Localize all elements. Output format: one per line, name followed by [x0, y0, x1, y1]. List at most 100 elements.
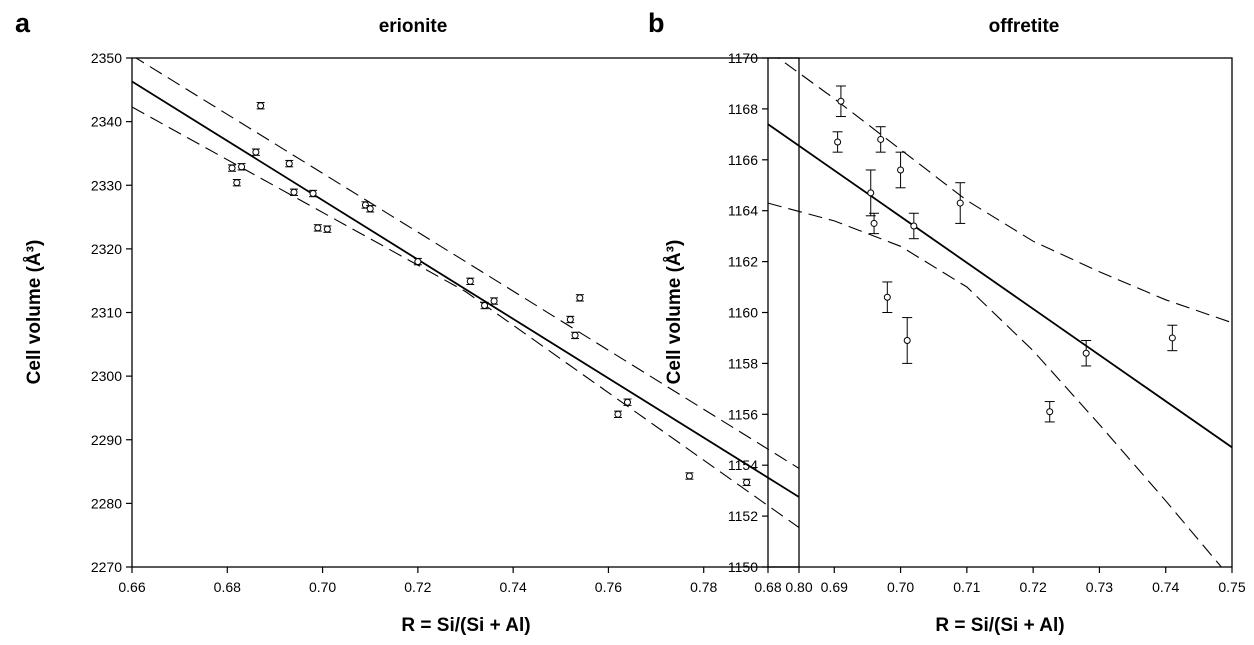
y-tick-label-b: 1152: [728, 508, 758, 524]
data-marker-b: [1046, 408, 1054, 416]
data-point-a: [228, 164, 237, 172]
data-point-a: [575, 294, 584, 302]
data-point-a: [361, 201, 370, 209]
x-tick-label-b: 0.74: [1152, 579, 1179, 595]
data-marker-a: [466, 277, 474, 285]
data-point-a: [366, 205, 375, 213]
data-marker-a: [285, 160, 293, 168]
data-marker-a: [323, 225, 331, 233]
confidence-upper-b: [777, 58, 1232, 324]
y-tick-label-b: 1168: [728, 101, 758, 117]
y-tick-label-a: 2350: [91, 50, 122, 66]
y-tick-label-b: 1160: [728, 305, 758, 321]
y-tick-label-a: 2300: [91, 368, 122, 384]
data-marker-a: [614, 410, 622, 418]
data-marker-b: [867, 189, 875, 197]
data-point-a: [256, 102, 265, 110]
data-marker-a: [238, 163, 246, 171]
data-point-a: [623, 398, 632, 406]
x-tick-label-a: 0.78: [690, 579, 717, 595]
x-tick-label-b: 0.72: [1020, 579, 1047, 595]
panel-letter-a: a: [15, 8, 31, 38]
data-point-a: [413, 257, 422, 266]
data-marker-a: [490, 297, 498, 305]
panel-letter-b: b: [648, 8, 665, 38]
ticks-a: 0.66 0.68 0.70 0.72 0.74 0.76 0.78 0.80 2270 2280…: [91, 50, 813, 595]
curves-b: [768, 58, 1232, 567]
data-point-b: [895, 151, 906, 189]
data-marker-a: [366, 205, 374, 213]
confidence-upper-a: [134, 58, 799, 469]
data-point-a: [480, 301, 489, 310]
ticks-b: 0.68 0.69 0.70 0.71 0.72 0.73 0.74 0.75 1150 1152…: [728, 50, 1246, 595]
x-tick-label-a: 0.72: [404, 579, 431, 595]
x-tick-label-b: 0.69: [821, 579, 848, 595]
data-marker-b: [883, 293, 891, 301]
x-tick-label-a: 0.70: [309, 579, 336, 595]
y-axis-label-a: Cell volume (Å³): [24, 240, 45, 385]
data-point-a: [313, 224, 322, 232]
y-tick-label-a: 2330: [91, 177, 122, 193]
plot-frame-a: [131, 57, 800, 568]
data-marker-b: [956, 199, 964, 207]
data-point-b: [832, 131, 843, 153]
x-axis-label-b: R = Si/(Si + Al): [935, 615, 1064, 636]
x-tick-label-b: 0.71: [953, 579, 980, 595]
data-point-a: [251, 148, 260, 156]
y-tick-label-a: 2290: [91, 432, 122, 448]
x-tick-label-b: 0.73: [1086, 579, 1113, 595]
data-marker-b: [877, 135, 885, 143]
data-point-a: [685, 472, 694, 480]
data-marker-b: [897, 166, 905, 174]
confidence-lower-b: [768, 202, 1223, 567]
data-point-a: [285, 159, 294, 168]
data-marker-b: [834, 138, 842, 146]
data-marker-b: [870, 219, 878, 227]
data-marker-a: [228, 164, 236, 172]
data-point-a: [613, 410, 622, 418]
y-tick-label-a: 2270: [91, 559, 122, 575]
data-point-a: [571, 331, 580, 340]
y-axis-label-b: Cell volume (Å³): [664, 240, 685, 385]
data-point-b: [1044, 401, 1055, 423]
data-marker-a: [361, 201, 369, 209]
x-tick-label-a: 0.68: [214, 579, 241, 595]
chart-title-a: erionite: [379, 16, 448, 37]
y-tick-label-b: 1164: [728, 203, 758, 219]
chart-title-b: offretite: [989, 16, 1060, 37]
data-point-a: [237, 163, 246, 171]
data-point-b: [865, 169, 876, 217]
data-point-a: [309, 189, 318, 198]
data-point-b: [1167, 324, 1178, 352]
data-point-b: [955, 182, 966, 224]
panel-a: a erionite 0.66 0.68 0.70 0.72 0.74 0.76 0.78 0…: [15, 8, 813, 636]
data-marker-a: [257, 102, 265, 110]
x-axis-label-a: R = Si/(Si + Al): [401, 615, 530, 636]
data-marker-a: [309, 190, 317, 198]
data-point-b: [869, 212, 880, 235]
data-marker-a: [314, 224, 322, 232]
data-point-b: [908, 212, 919, 240]
y-tick-label-a: 2320: [91, 241, 122, 257]
data-marker-a: [685, 472, 693, 480]
data-marker-a: [566, 315, 574, 323]
data-marker-a: [290, 188, 298, 196]
data-marker-b: [837, 97, 845, 105]
curves-a: [132, 58, 799, 529]
data-point-a: [566, 315, 575, 324]
regression-line-b: [768, 123, 1232, 449]
x-tick-label-b: 0.68: [754, 579, 781, 595]
x-tick-label-a: 0.76: [595, 579, 622, 595]
x-tick-label-b: 0.70: [887, 579, 914, 595]
data-point-a: [490, 297, 499, 305]
data-point-a: [742, 478, 751, 487]
data-marker-b: [910, 222, 918, 230]
y-tick-label-a: 2310: [91, 305, 122, 321]
panel-b: b offretite 0.68 0.69 0.70 0.71 0.72 0.73 0.74…: [648, 8, 1246, 636]
y-tick-label-b: 1150: [728, 559, 758, 575]
data-marker-a: [571, 331, 579, 339]
y-tick-label-b: 1156: [728, 406, 758, 422]
data-point-a: [232, 179, 241, 187]
data-marker-a: [481, 302, 489, 310]
data-point-b: [835, 85, 846, 118]
